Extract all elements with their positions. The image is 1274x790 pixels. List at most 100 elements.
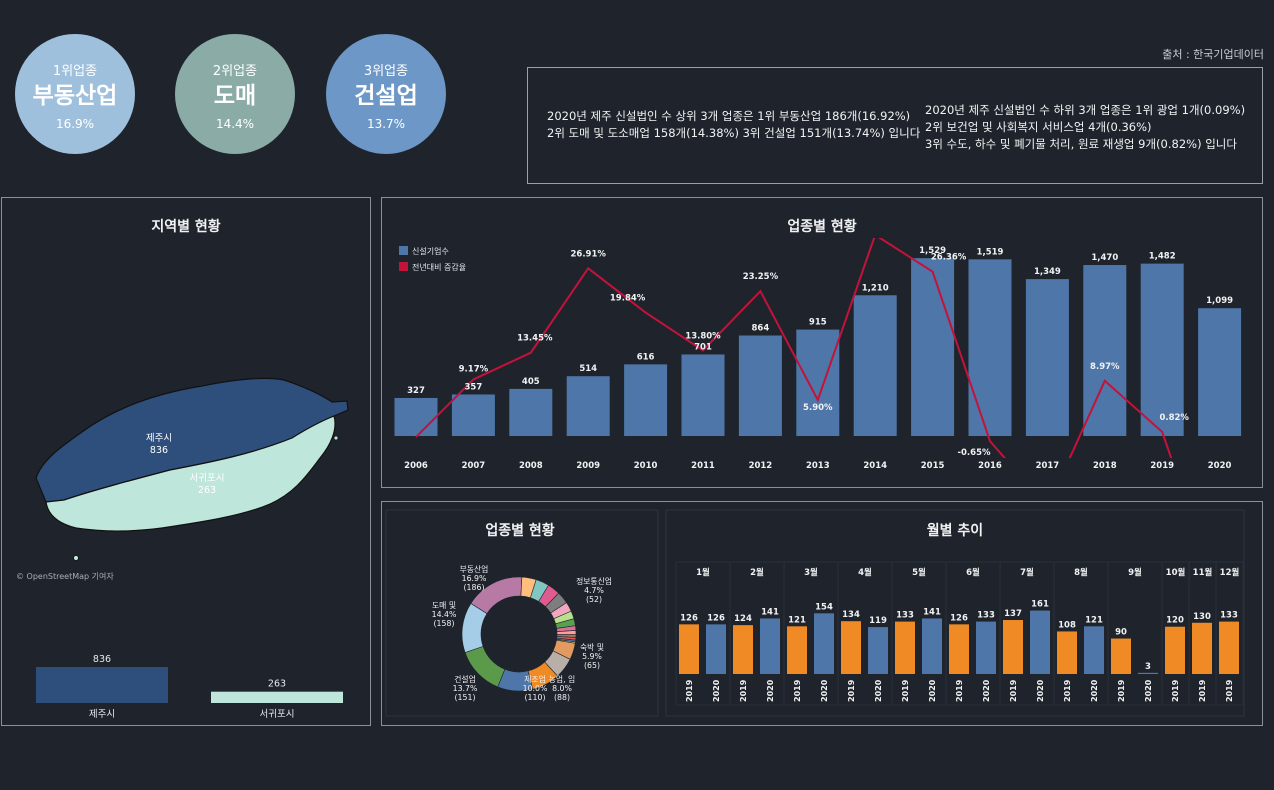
- month-bar-2020-6: [1030, 610, 1050, 674]
- map-label-seogwipo-name: 서귀포시: [190, 473, 225, 484]
- year-bar-value-2015: 1,529: [919, 246, 946, 256]
- donut-label-pct-6: 4.7%: [584, 586, 604, 595]
- month-bar-2020-8: [1138, 672, 1158, 674]
- year-bar-2016: [968, 259, 1012, 436]
- rank-percent: 16.9%: [55, 117, 95, 131]
- rank-label: 3위업종: [363, 64, 409, 79]
- month-label-5: 6월: [966, 567, 980, 578]
- rank-industry-name: 건설업: [354, 83, 418, 109]
- month-bar-value-2019-11: 133: [1220, 611, 1238, 621]
- region-bar-1: [211, 691, 343, 703]
- region-bar-value-1: 263: [268, 679, 286, 690]
- industry-donut-chart: [461, 576, 577, 692]
- month-bar-2020-7: [1084, 626, 1104, 674]
- month-label-11: 12월: [1220, 567, 1240, 578]
- month-bar-value-2020-5: 133: [977, 611, 995, 621]
- donut-label-pct-2: 13.7%: [453, 684, 478, 693]
- month-label-7: 8월: [1074, 567, 1088, 578]
- month-year-label-2020-3: 2020: [874, 679, 883, 702]
- year-axis-label-2009: 2009: [576, 461, 600, 471]
- month-bar-value-2019-3: 134: [842, 610, 860, 620]
- month-bar-value-2019-6: 137: [1004, 609, 1022, 619]
- donut-label-pct-5: 5.9%: [582, 652, 602, 661]
- donut-label-name-0: 부동산업: [460, 564, 489, 574]
- month-label-1: 2월: [750, 567, 764, 578]
- map-attribution: © OpenStreetMap 기여자: [16, 571, 114, 581]
- month-year-label-2019-1: 2019: [739, 679, 748, 702]
- legend-swatch-bars: [399, 246, 408, 255]
- month-bar-value-2019-1: 124: [734, 614, 752, 624]
- donut-chart-title: 업종별 현황: [485, 523, 555, 539]
- month-year-label-2020-6: 2020: [1036, 679, 1045, 702]
- growth-label-2010: 19.84%: [610, 294, 646, 304]
- rank-percent: 14.4%: [215, 117, 255, 131]
- donut-slice-19: [461, 603, 488, 653]
- month-year-label-2020-8: 2020: [1144, 679, 1153, 702]
- year-axis-label-2011: 2011: [691, 461, 715, 471]
- year-bar-2019: [1140, 263, 1184, 436]
- growth-label-2012: 23.25%: [743, 272, 779, 282]
- year-bar-value-2018: 1,470: [1091, 253, 1118, 263]
- donut-label-pct-0: 16.9%: [462, 574, 487, 583]
- month-bar-2020-0: [706, 624, 726, 674]
- donut-label-count-2: (151): [455, 693, 476, 702]
- month-bar-2019-10: [1192, 622, 1212, 674]
- region-bar-chart: 836 제주시 263 서귀포시: [36, 654, 343, 720]
- year-axis-label-2007: 2007: [462, 461, 486, 471]
- month-bar-2020-5: [976, 621, 996, 674]
- rank-industry-name: 도매: [213, 83, 257, 109]
- rank-percent: 13.7%: [366, 117, 406, 131]
- growth-label-2019: 0.82%: [1159, 413, 1189, 423]
- growth-label-2013: 5.90%: [803, 403, 833, 413]
- region-bar-value-0: 836: [93, 654, 111, 665]
- month-bar-value-2019-10: 130: [1193, 612, 1211, 622]
- donut-label-count-4: (88): [554, 693, 570, 702]
- yearly-chart-panel: 업종별 현황 신설기업수 전년대비 증감율 327 2006 357 2007 405 20…: [381, 197, 1263, 488]
- month-cell-11: [1215, 561, 1244, 706]
- month-bar-value-2019-8: 90: [1115, 628, 1127, 638]
- year-bar-2018: [1083, 265, 1127, 436]
- month-bar-value-2020-8: 3: [1145, 662, 1151, 672]
- donut-label-count-6: (52): [586, 595, 602, 604]
- month-bar-2019-11: [1219, 621, 1239, 674]
- month-year-label-2019-7: 2019: [1063, 679, 1072, 702]
- month-label-4: 5월: [912, 567, 926, 578]
- month-bar-2019-1: [733, 625, 753, 674]
- year-axis-label-2014: 2014: [863, 461, 887, 471]
- donut-label-count-3: (110): [525, 693, 546, 702]
- month-year-label-2019-3: 2019: [847, 679, 856, 702]
- month-label-9: 10월: [1166, 567, 1186, 578]
- map-seogwipo-si: [45, 415, 336, 532]
- region-bar-label-1: 서귀포시: [260, 709, 295, 720]
- growth-label-2016: -0.65%: [957, 448, 990, 458]
- year-axis-label-2012: 2012: [749, 461, 773, 471]
- yearly-chart-title: 업종별 현황: [787, 219, 857, 235]
- month-bar-value-2019-2: 121: [788, 615, 806, 625]
- donut-label-count-0: (186): [464, 583, 485, 592]
- rank-circle-1: 1위업종 부동산업 16.9%: [15, 34, 135, 154]
- map-label-seogwipo-value: 263: [198, 485, 216, 496]
- month-bar-2020-2: [814, 613, 834, 674]
- donut-label-pct-1: 14.4%: [432, 610, 457, 619]
- region-panel: 지역별 현황 제주시 836 서귀포시 263 © OpenStreetMap …: [1, 197, 371, 726]
- donut-label-name-1: 도매 및: [432, 600, 456, 610]
- year-bar-value-2008: 405: [522, 377, 540, 387]
- growth-label-2008: 13.45%: [517, 334, 553, 344]
- rank-label: 1위업종: [52, 64, 98, 79]
- map-island-dot-2: [333, 435, 339, 441]
- month-year-label-2019-5: 2019: [955, 679, 964, 702]
- month-bar-value-2020-4: 141: [923, 607, 941, 617]
- month-year-label-2019-10: 2019: [1198, 679, 1207, 702]
- year-bar-value-2006: 327: [407, 386, 425, 396]
- year-bar-value-2014: 1,210: [862, 283, 889, 293]
- monthly-chart-title: 월별 추이: [926, 523, 984, 539]
- year-bar-2011: [681, 354, 725, 436]
- month-bar-2019-5: [949, 624, 969, 674]
- summary-bottom3-text: 2020년 제주 신설법인 수 하위 3개 업종은 1위 광업 1개(0.09%…: [925, 103, 1246, 151]
- month-bar-2019-4: [895, 621, 915, 674]
- legend-swatch-line: [399, 262, 408, 271]
